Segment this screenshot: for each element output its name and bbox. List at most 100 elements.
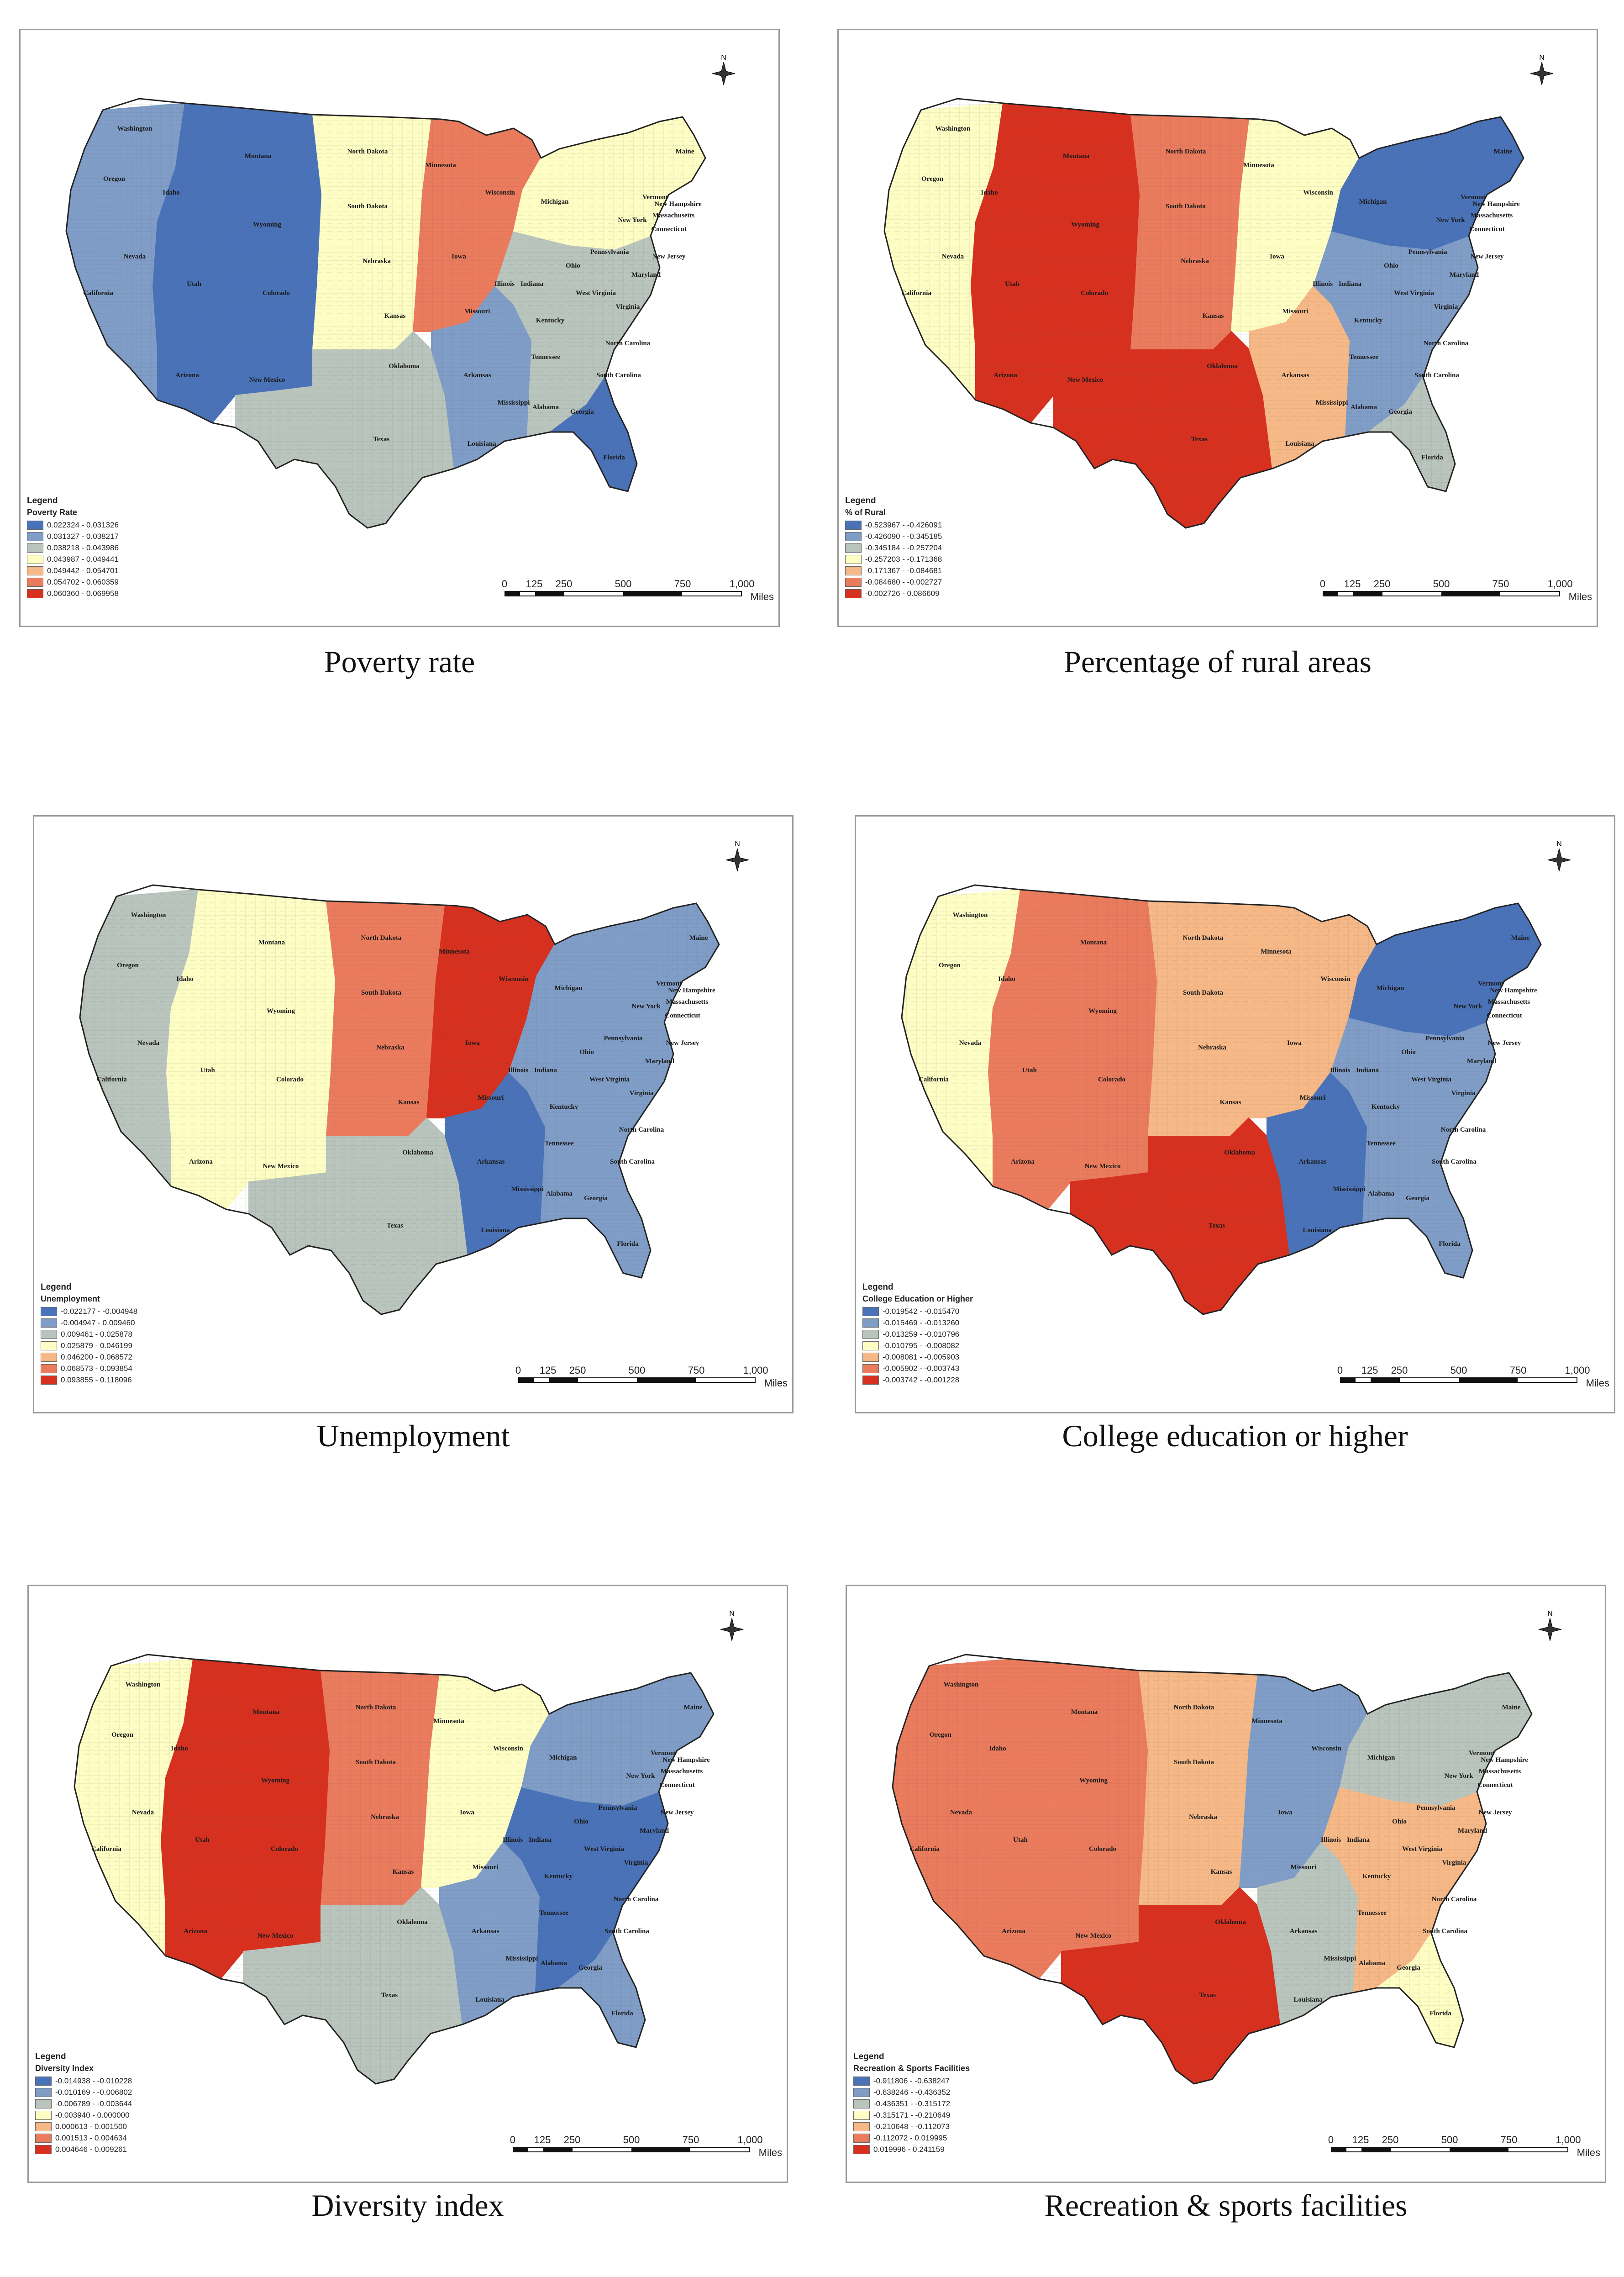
- country-outline: [74, 1654, 715, 2085]
- state-label: Louisiana: [475, 1996, 505, 2003]
- state-label: Tennessee: [545, 1140, 574, 1147]
- north-arrow-icon: N: [1530, 54, 1554, 85]
- legend-swatch: [41, 1329, 57, 1339]
- state-label: Virginia: [616, 303, 640, 311]
- north-arrow-icon: N: [725, 840, 749, 872]
- state-label: Nevada: [137, 1039, 160, 1047]
- scale-tick-label: 0: [1337, 1365, 1343, 1376]
- state-label: Tennessee: [1366, 1140, 1396, 1147]
- map-legend: Legend % of Rural -0.523967 - -0.426091 -0.…: [845, 496, 942, 599]
- state-label: Wisconsin: [1320, 975, 1351, 983]
- legend-row: -0.638246 - -0.436352: [853, 2087, 970, 2098]
- state-label: New Hampshire: [662, 1756, 710, 1764]
- state-label: New York: [631, 1003, 661, 1010]
- state-label: Pennsylvania: [1425, 1035, 1465, 1042]
- state-label: Missouri: [478, 1094, 504, 1102]
- state-label: Kansas: [1203, 312, 1224, 320]
- legend-row: -0.210648 - -0.112073: [853, 2121, 970, 2132]
- state-label: Massachusetts: [1471, 212, 1513, 219]
- state-label: Virginia: [630, 1090, 654, 1097]
- scale-tick-label: 250: [563, 2134, 581, 2145]
- legend-swatch: [853, 2099, 870, 2108]
- legend-swatch: [845, 543, 862, 553]
- state-label: West Virginia: [1394, 290, 1434, 297]
- north-label: N: [1556, 840, 1562, 848]
- legend-swatch: [27, 589, 43, 598]
- state-label: Vermont: [656, 980, 682, 987]
- state-label: South Dakota: [1183, 989, 1223, 996]
- state-label: Arizona: [1011, 1158, 1035, 1165]
- legend-swatch: [862, 1375, 879, 1385]
- state-label: Mississippi: [498, 399, 530, 406]
- state-label: Texas: [1199, 1992, 1216, 1999]
- state-label: Louisiana: [467, 440, 496, 448]
- state-label: Pennsylvania: [598, 1804, 637, 1812]
- map-legend: Legend Recreation & Sports Facilities -0.9…: [853, 2052, 970, 2155]
- state-label: Iowa: [465, 1039, 480, 1047]
- state-label: Ohio: [1401, 1049, 1416, 1056]
- legend-row: 0.031327 - 0.038217: [27, 531, 119, 542]
- state-label: Colorado: [1089, 1845, 1116, 1853]
- state-label: Oregon: [117, 962, 139, 969]
- legend-row: 0.000613 - 0.001500: [35, 2121, 132, 2132]
- legend-swatch: [845, 520, 862, 530]
- legend-class-label: -0.013259 - -0.010796: [883, 1329, 960, 1339]
- legend-class-label: -0.112072 - 0.019995: [873, 2133, 947, 2142]
- state-label: Utah: [195, 1836, 210, 1844]
- state-label: New Mexico: [1067, 376, 1104, 384]
- scale-bar: 0 125 250 500 750 1,000 Miles: [1320, 578, 1592, 602]
- scale-tick-label: 750: [682, 2134, 699, 2145]
- state-label: New Mexico: [263, 1163, 299, 1170]
- legend-heading: Legend: [862, 1282, 893, 1292]
- legend-swatch: [35, 2122, 52, 2131]
- state-label: Kentucky: [544, 1873, 573, 1880]
- legend-swatch: [27, 554, 43, 564]
- state-label: Alabama: [546, 1190, 573, 1197]
- legend-class-label: -0.004947 - 0.009460: [61, 1318, 135, 1327]
- legend-class-label: -0.010795 - -0.008082: [883, 1341, 960, 1350]
- scale-tick-label: 500: [1433, 578, 1450, 590]
- state-label: Kansas: [398, 1099, 420, 1106]
- scale-unit: Miles: [1577, 2147, 1600, 2158]
- state-label: Texas: [1191, 436, 1208, 443]
- state-label: South Dakota: [356, 1759, 396, 1766]
- scale-tick-label: 0: [501, 578, 508, 590]
- legend-class-label: -0.014938 - -0.010228: [55, 2076, 132, 2085]
- legend-swatch: [845, 577, 862, 587]
- state-label: Nebraska: [1189, 1813, 1217, 1821]
- state-label: Virginia: [624, 1859, 648, 1866]
- state-label: Arizona: [993, 372, 1017, 379]
- legend-class-label: -0.006789 - -0.003644: [55, 2099, 132, 2108]
- scale-unit: Miles: [750, 591, 774, 602]
- state-label: Utah: [1022, 1067, 1037, 1074]
- legend-row: -0.003742 - -0.001228: [862, 1374, 973, 1386]
- state-label: Oklahoma: [1224, 1149, 1255, 1156]
- legend-class-label: 0.060360 - 0.069958: [47, 589, 119, 598]
- state-label: Georgia: [1397, 1964, 1420, 1971]
- legend-swatch: [862, 1318, 879, 1328]
- legend-swatch: [853, 2122, 870, 2131]
- scale-bar: 0 125 250 500 750 1,000 Miles: [1337, 1365, 1609, 1389]
- state-label: Indiana: [1356, 1067, 1379, 1074]
- legend-swatch: [862, 1329, 879, 1339]
- scale-bar: 0 125 250 500 750 1,000 Miles: [501, 578, 774, 602]
- state-label: North Carolina: [1424, 340, 1469, 347]
- legend-class-label: -0.257203 - -0.171368: [865, 554, 942, 564]
- state-label: Oklahoma: [1215, 1919, 1246, 1926]
- state-label: Florida: [1430, 2010, 1451, 2017]
- state-label: Idaho: [171, 1745, 188, 1752]
- state-label: Kentucky: [1354, 317, 1383, 324]
- state-label: Oklahoma: [389, 363, 420, 370]
- state-label: South Carolina: [596, 372, 641, 379]
- legend-class-label: 0.025879 - 0.046199: [61, 1341, 132, 1350]
- state-label: Missouri: [473, 1864, 499, 1871]
- state-label: Ohio: [1384, 262, 1398, 269]
- state-label: Iowa: [1278, 1809, 1293, 1816]
- state-label: Tennessee: [539, 1909, 568, 1917]
- state-label: Louisiana: [1293, 1996, 1323, 2003]
- state-label: Missouri: [1282, 308, 1309, 315]
- state-label: Virginia: [1434, 303, 1458, 311]
- state-label: Arkansas: [1299, 1158, 1327, 1165]
- legend-row: -0.084680 - -0.002727: [845, 576, 942, 588]
- legend-swatch: [853, 2110, 870, 2120]
